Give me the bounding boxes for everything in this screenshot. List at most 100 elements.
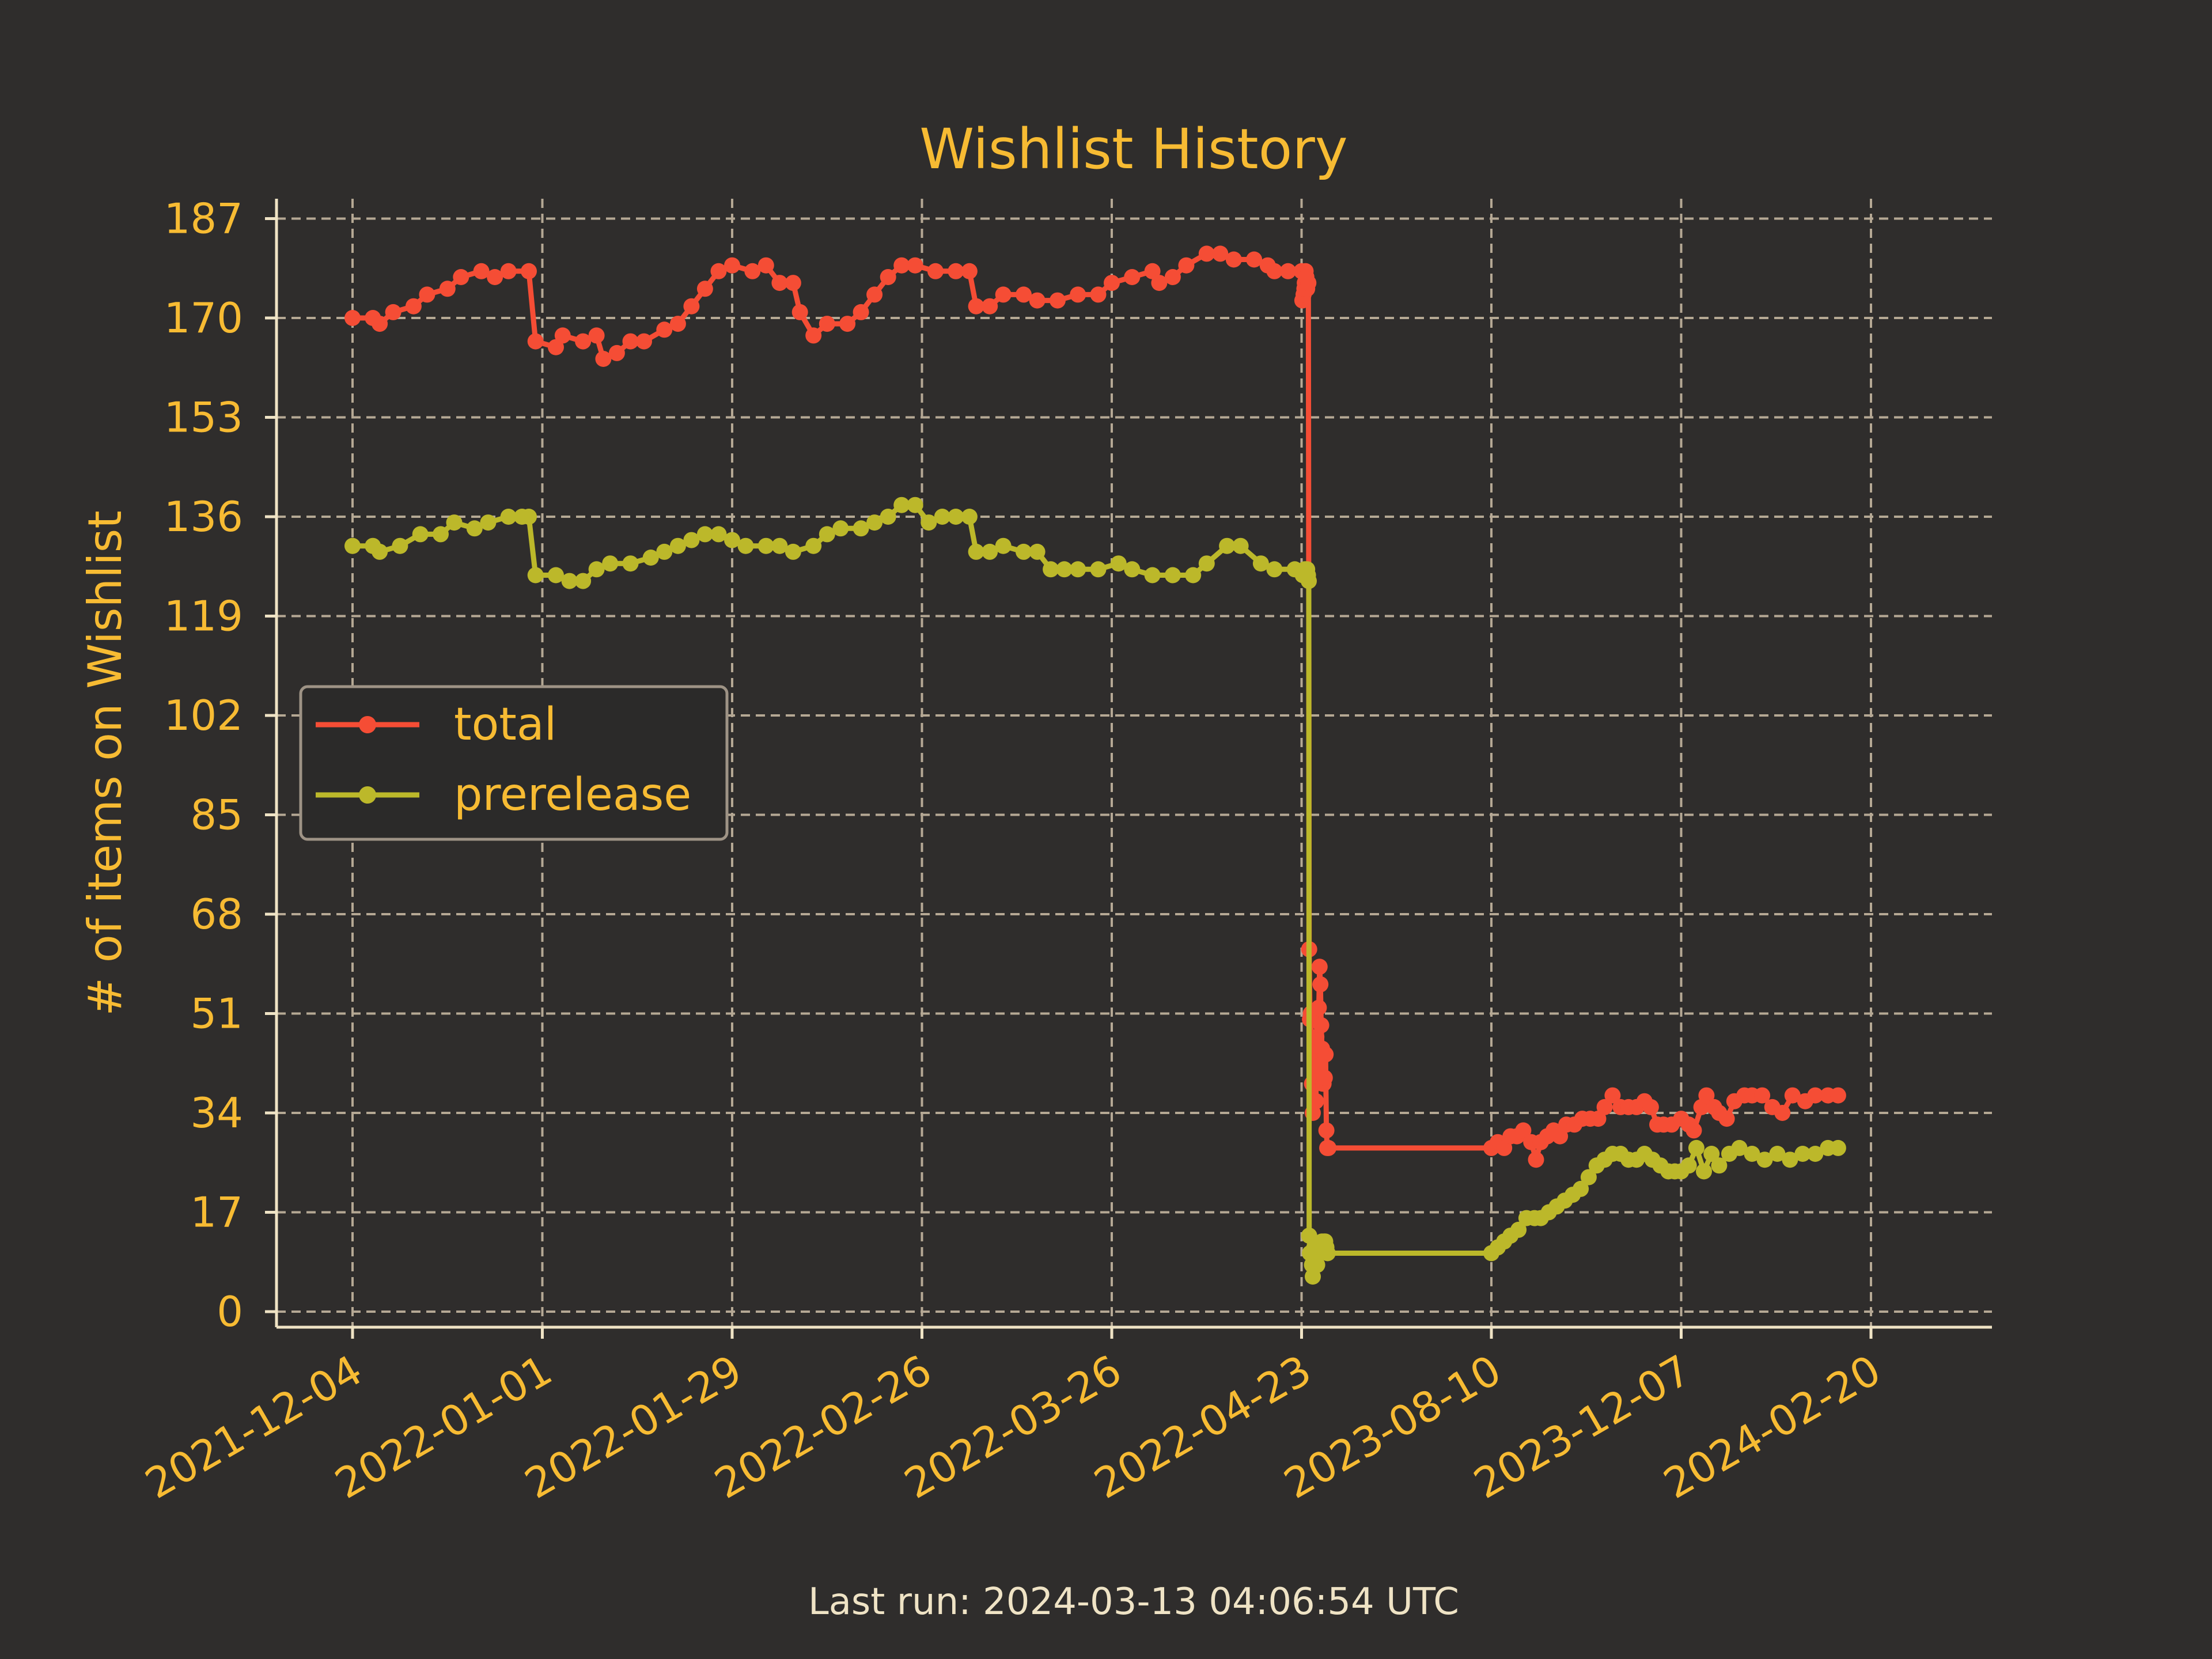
- y-tick-label: 34: [190, 1089, 243, 1137]
- data-point-prerelease: [1830, 1139, 1846, 1156]
- data-point-total: [1754, 1087, 1771, 1104]
- data-point-prerelease: [724, 532, 740, 548]
- data-point-prerelease: [1124, 561, 1141, 578]
- data-point-prerelease: [372, 543, 388, 560]
- data-point-total: [907, 257, 923, 274]
- data-point-total: [1104, 275, 1120, 291]
- grid: [276, 199, 1992, 1327]
- y-tick-label: 187: [164, 195, 243, 243]
- data-point-total: [1311, 959, 1328, 975]
- data-point-total: [521, 263, 537, 279]
- data-point-total: [1225, 251, 1242, 268]
- data-point-prerelease: [1756, 1152, 1773, 1168]
- legend-marker-prerelease: [359, 786, 376, 804]
- data-point-prerelease: [968, 543, 984, 560]
- data-point-total: [1310, 999, 1327, 1016]
- data-point-prerelease: [602, 555, 619, 572]
- data-point-prerelease: [880, 509, 896, 525]
- y-tick-label: 68: [190, 890, 243, 938]
- data-point-prerelease: [1016, 543, 1032, 560]
- y-tick-label: 136: [164, 493, 243, 541]
- data-point-prerelease: [446, 514, 463, 531]
- data-point-total: [1070, 286, 1086, 303]
- data-point-total: [927, 263, 944, 279]
- data-point-prerelease: [737, 537, 754, 554]
- data-point-total: [527, 333, 544, 350]
- data-point-prerelease: [866, 514, 883, 531]
- series-total: [344, 245, 1846, 1168]
- data-point-prerelease: [819, 526, 835, 543]
- data-point-total: [1718, 1111, 1735, 1127]
- y-tick-label: 0: [217, 1287, 243, 1336]
- data-point-prerelease: [1794, 1146, 1811, 1162]
- y-tick-labels: 0 17 34 51 68 85 102 119 136 153 170 187: [164, 195, 276, 1336]
- data-point-prerelease: [1219, 537, 1236, 554]
- data-point-prerelease: [805, 537, 822, 554]
- data-point-total: [744, 263, 761, 279]
- data-point-prerelease: [1043, 561, 1059, 578]
- data-point-total: [1090, 286, 1107, 303]
- data-point-prerelease: [771, 537, 788, 554]
- data-point-total: [1016, 286, 1032, 303]
- data-point-prerelease: [1782, 1152, 1798, 1168]
- data-point-prerelease: [1029, 543, 1046, 560]
- data-point-total: [554, 327, 571, 344]
- data-point-prerelease: [1266, 561, 1283, 578]
- y-tick-label: 153: [164, 393, 243, 442]
- data-point-prerelease: [622, 555, 639, 572]
- last-run-footer: Last run: 2024-03-13 04:06:54 UTC: [808, 1581, 1459, 1623]
- data-point-total: [1308, 1093, 1324, 1109]
- y-tick-label: 51: [190, 990, 243, 1038]
- data-point-total: [819, 316, 835, 332]
- data-point-total: [1310, 1058, 1326, 1074]
- data-point-total: [1151, 275, 1168, 291]
- data-point-total: [1266, 263, 1283, 279]
- data-point-total: [1029, 292, 1046, 309]
- data-point-prerelease: [412, 526, 429, 543]
- data-point-prerelease: [466, 520, 483, 537]
- data-point-total: [487, 269, 503, 285]
- data-point-prerelease: [1573, 1180, 1589, 1197]
- data-point-total: [385, 304, 402, 320]
- data-point-total: [1698, 1087, 1715, 1104]
- data-point-prerelease: [921, 514, 937, 531]
- data-point-prerelease: [527, 567, 544, 584]
- data-point-total: [757, 257, 774, 274]
- data-point-total: [439, 281, 456, 297]
- data-point-total: [1246, 251, 1263, 268]
- data-point-total: [710, 263, 727, 279]
- y-tick-label: 102: [164, 691, 243, 740]
- y-tick-label: 119: [164, 592, 243, 641]
- data-point-prerelease: [656, 543, 673, 560]
- data-point-total: [656, 321, 673, 338]
- data-point-prerelease: [1252, 555, 1269, 572]
- data-point-prerelease: [1688, 1139, 1705, 1156]
- data-point-prerelease: [1580, 1169, 1597, 1185]
- data-point-total: [1830, 1087, 1846, 1104]
- data-point-prerelease: [1744, 1146, 1760, 1162]
- data-point-prerelease: [480, 514, 497, 531]
- chart-title: Wishlist History: [919, 117, 1347, 181]
- data-point-prerelease: [1144, 567, 1161, 584]
- data-point-prerelease: [1070, 561, 1086, 578]
- data-point-total: [1313, 1017, 1330, 1033]
- legend-label-total: total: [454, 699, 556, 751]
- data-point-prerelease: [683, 532, 700, 548]
- y-tick-label: 85: [190, 791, 243, 839]
- data-point-total: [968, 298, 984, 315]
- data-point-prerelease: [785, 543, 801, 560]
- data-point-total: [405, 298, 422, 315]
- data-point-total: [372, 316, 388, 332]
- data-point-total: [588, 327, 605, 344]
- data-point-total: [893, 257, 910, 274]
- axes: [275, 199, 1992, 1329]
- data-point-prerelease: [961, 509, 978, 525]
- data-point-total: [1212, 245, 1229, 262]
- data-point-prerelease: [1696, 1163, 1712, 1180]
- data-point-prerelease: [433, 526, 449, 543]
- data-point-prerelease: [1731, 1139, 1748, 1156]
- data-point-total: [1515, 1122, 1532, 1139]
- data-point-total: [1144, 263, 1161, 279]
- data-point-prerelease: [982, 543, 998, 560]
- data-point-prerelease: [853, 520, 869, 537]
